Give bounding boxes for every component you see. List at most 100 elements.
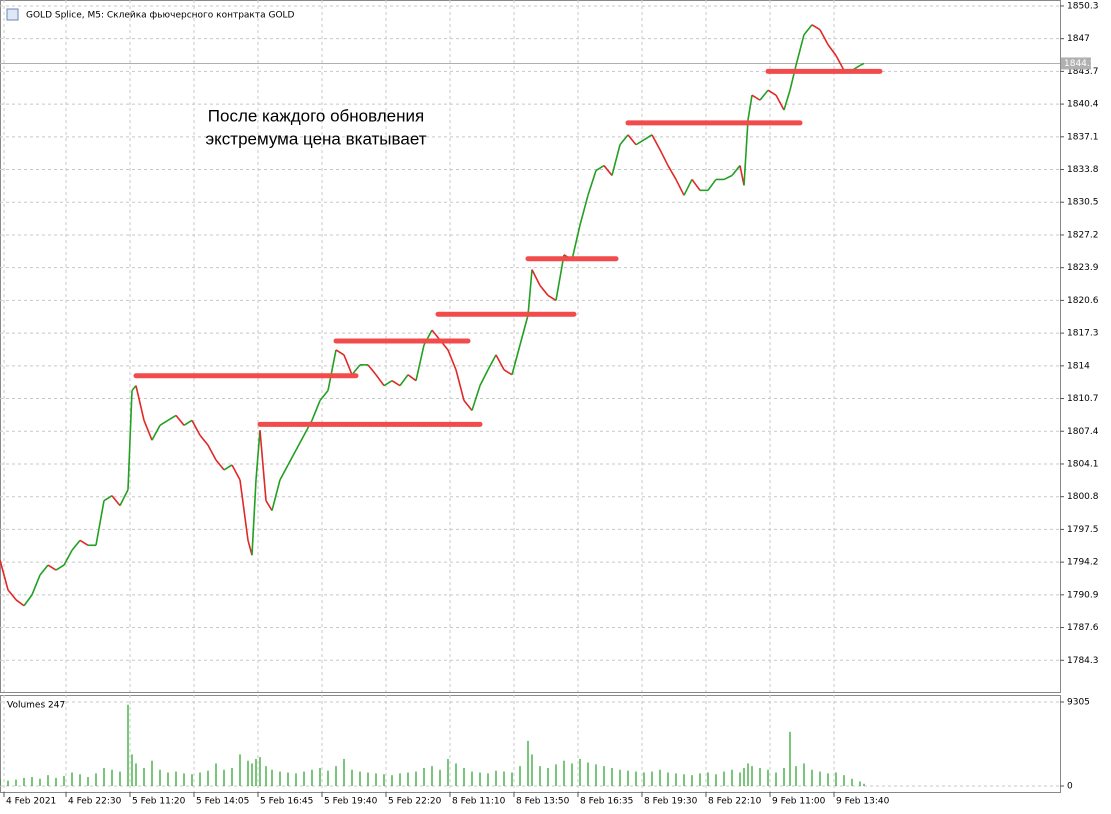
- price-segment: [191, 419, 201, 436]
- price-segment: [95, 500, 105, 546]
- price-segment: [595, 164, 605, 172]
- volume-bar: [527, 740, 529, 786]
- volume-bar: [255, 758, 257, 786]
- volume-bar: [683, 774, 685, 786]
- volume-bar: [127, 704, 129, 786]
- volume-bar: [715, 774, 717, 786]
- y-tick-label: 1833.8: [1067, 165, 1099, 175]
- y-tick-label: 1830.5: [1067, 198, 1099, 208]
- price-segment: [691, 178, 701, 191]
- y-tick-label: 1794.2: [1067, 558, 1099, 568]
- price-segment: [63, 549, 73, 566]
- volume-bar: [31, 776, 33, 786]
- price-segment: [311, 400, 321, 421]
- volume-bar: [303, 771, 305, 786]
- price-segment: [159, 419, 169, 426]
- price-segment: [539, 285, 549, 296]
- volume-bar: [407, 772, 409, 786]
- volume-panel: [0, 695, 1061, 793]
- y-tick-label: 1790.9: [1067, 590, 1099, 600]
- volume-bar: [223, 769, 225, 786]
- volume-bar: [503, 771, 505, 786]
- price-segment: [635, 139, 645, 146]
- price-segment: [547, 294, 557, 302]
- volume-bar: [423, 767, 425, 786]
- x-tick-label: 5 Feb 19:40: [324, 797, 378, 807]
- price-segment: [367, 364, 377, 376]
- volume-bar: [55, 777, 57, 786]
- price-segment: [31, 574, 41, 596]
- x-tick-label: 8 Feb 22:10: [708, 797, 762, 807]
- price-segment: [519, 315, 529, 346]
- price-segment: [531, 269, 541, 286]
- price-segment: [643, 134, 653, 141]
- y-tick-label: 1800.8: [1067, 492, 1099, 502]
- volume-bar: [789, 731, 791, 786]
- volume-bar: [627, 770, 629, 786]
- volume-bar: [803, 763, 805, 786]
- price-segment: [627, 134, 637, 146]
- price-segment: [259, 430, 267, 501]
- volume-bar: [835, 772, 837, 786]
- y-tick-label: 1837.1: [1067, 132, 1099, 142]
- price-segment: [723, 174, 733, 181]
- price-segment: [659, 149, 669, 166]
- price-segment: [79, 539, 89, 546]
- price-segment: [415, 344, 425, 381]
- volume-bar: [143, 767, 145, 786]
- volume-bar: [23, 777, 25, 786]
- volume-bar: [207, 770, 209, 786]
- volume-bar: [215, 763, 217, 786]
- volume-bar: [335, 766, 337, 786]
- y-tick-label: 0: [1067, 781, 1073, 791]
- price-segment: [279, 464, 289, 481]
- price-segment: [167, 414, 177, 422]
- price-segment: [503, 369, 513, 376]
- volume-bar: [271, 769, 273, 786]
- y-tick-label: 1804.1: [1067, 459, 1099, 469]
- volume-title: Volumes 247: [7, 701, 65, 711]
- price-segment: [775, 94, 785, 111]
- volume-bar: [635, 771, 637, 786]
- y-tick-label: 1820.6: [1067, 296, 1099, 306]
- price-segment: [127, 390, 133, 490]
- price-segment: [119, 489, 129, 506]
- volume-bar: [747, 763, 749, 786]
- volume-bar: [375, 773, 377, 786]
- volume-bar: [111, 769, 113, 786]
- volume-bar: [555, 764, 557, 786]
- price-segment: [619, 134, 629, 146]
- volume-bar: [167, 772, 169, 786]
- y-tick-label: 1787.6: [1067, 623, 1099, 633]
- volume-bar: [699, 773, 701, 786]
- volume-bar: [863, 783, 865, 786]
- volume-bar: [479, 772, 481, 786]
- volume-bar: [439, 769, 441, 786]
- y-tick-label: 1814: [1067, 361, 1090, 371]
- volume-bar: [103, 767, 105, 786]
- volume-bar: [783, 767, 785, 786]
- volume-bar: [643, 772, 645, 786]
- price-segment: [319, 390, 329, 402]
- price-segment: [407, 374, 417, 382]
- volume-bar: [739, 772, 741, 786]
- price-segment: [271, 479, 281, 511]
- y-tick-label: 1840.4: [1067, 100, 1099, 110]
- price-segment: [327, 349, 337, 391]
- volume-bar: [135, 763, 137, 786]
- volume-bar: [159, 769, 161, 786]
- y-tick-label: 9305: [1067, 697, 1090, 707]
- price-segment: [759, 89, 769, 101]
- x-tick-label: 4 Feb 22:30: [68, 797, 122, 807]
- volume-bar: [231, 767, 233, 786]
- volume-bar: [359, 771, 361, 786]
- volume-bar: [287, 772, 289, 786]
- price-segment: [675, 179, 685, 196]
- volume-bar: [431, 766, 433, 786]
- volume-bar: [595, 764, 597, 786]
- price-segment: [611, 144, 621, 176]
- x-tick-label: 8 Feb 16:35: [580, 797, 633, 807]
- y-tick-label: 1823.9: [1067, 263, 1099, 273]
- x-tick-label: 5 Feb 11:20: [132, 797, 186, 807]
